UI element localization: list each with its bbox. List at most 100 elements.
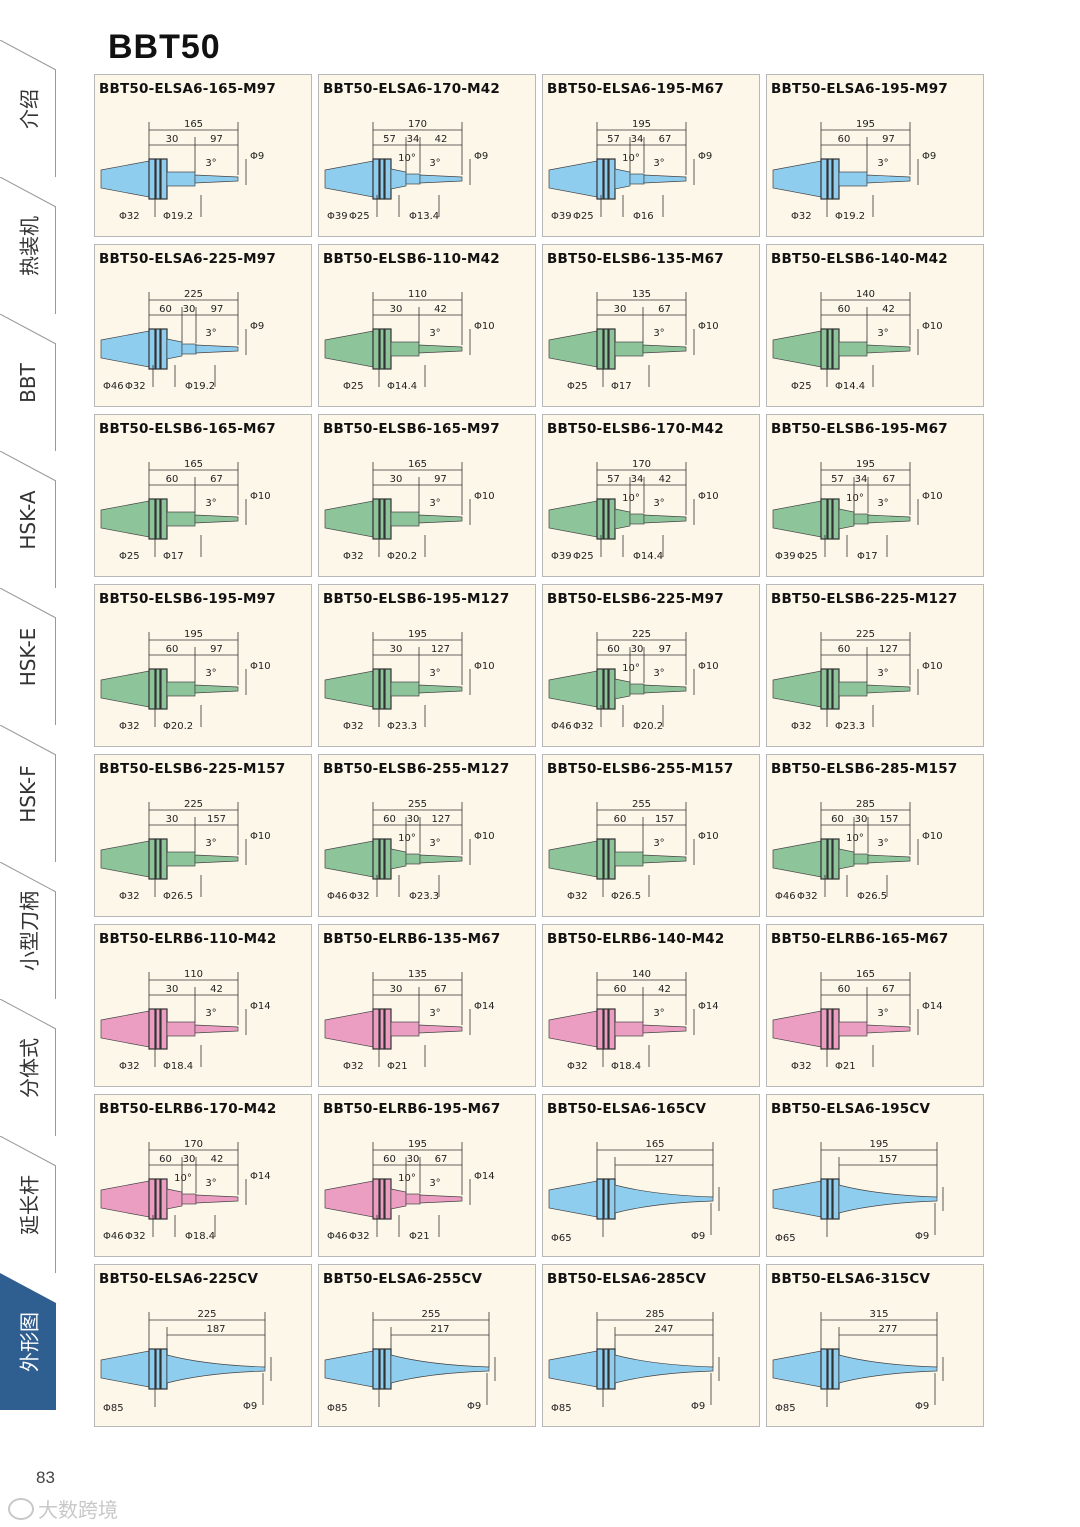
segment-length-label: 30 <box>166 134 179 145</box>
segment-length-label: 97 <box>210 134 223 145</box>
segment-length-label: 60 <box>383 1154 396 1165</box>
product-card[interactable]: 195 57 34 67 10° 3° Φ10 Φ39 Φ25 Φ17 BBT50-ELSB6-19… <box>766 414 984 577</box>
segment-length-label: 30 <box>407 814 420 825</box>
product-card[interactable]: 165 60 67 3° Φ14 Φ32 Φ21 BBT50-ELRB6-165-M67 <box>766 924 984 1087</box>
model-code: BBT50-ELSA6-195-M67 <box>547 81 724 97</box>
sidebar-tab-7[interactable]: 分体式 <box>0 999 56 1136</box>
extension-tip <box>643 684 687 694</box>
taper-angle-label: 3° <box>877 1008 888 1019</box>
segment-length-label: 60 <box>838 984 851 995</box>
product-card[interactable]: 135 30 67 3° Φ10 Φ25 Φ17 BBT50-ELSB6-135-M67 <box>542 244 760 407</box>
flange-ring <box>155 1008 161 1050</box>
product-card[interactable]: 195 60 97 3° Φ10 Φ32 Φ20.2 BBT50-ELSB6-195-M97 <box>94 584 312 747</box>
product-card[interactable]: 225 60 30 97 10° 3° Φ10 Φ46 Φ32 Φ20.2 BBT50-ELSB6-… <box>542 584 760 747</box>
flange-ring <box>596 1008 604 1050</box>
product-card[interactable]: 315 277 Φ9 Φ85 BBT50-ELSA6-315CV <box>766 1264 984 1427</box>
flange-ring <box>160 158 168 200</box>
segment-length-label: 42 <box>210 984 223 995</box>
model-code: BBT50-ELSA6-195-M97 <box>771 81 948 97</box>
product-card[interactable]: 110 30 42 3° Φ10 Φ25 Φ14.4 BBT50-ELSB6-110-M42 <box>318 244 536 407</box>
product-card[interactable]: 170 60 30 42 10° 3° Φ14 Φ46 Φ32 Φ18.4 BBT50-ELRB6-… <box>94 1094 312 1257</box>
neck-section <box>166 851 196 867</box>
total-length-label: 140 <box>632 969 651 980</box>
diameter-label: Φ46 <box>327 891 348 902</box>
product-card[interactable]: 255 60 157 3° Φ10 Φ32 Φ26.5 BBT50-ELSB6-255-M15… <box>542 754 760 917</box>
product-card[interactable]: 195 60 97 3° Φ9 Φ32 Φ19.2 BBT50-ELSA6-195-M97 <box>766 74 984 237</box>
neck-section <box>166 681 196 697</box>
sidebar-tab-0[interactable]: 介绍 <box>0 40 56 177</box>
product-card[interactable]: 165 127 Φ9 Φ65 BBT50-ELSA6-165CV <box>542 1094 760 1257</box>
step-section <box>629 173 645 185</box>
product-card[interactable]: 225 60 30 97 3° Φ9 Φ46 Φ32 Φ19.2 BBT50-ELSA6-225-… <box>94 244 312 407</box>
tip-diameter-label: Φ10 <box>698 321 719 332</box>
sidebar-tab-9[interactable]: 外形图 <box>0 1273 56 1410</box>
product-card[interactable]: 225 30 157 3° Φ10 Φ32 Φ26.5 BBT50-ELSB6-225-M15… <box>94 754 312 917</box>
sidebar-tab-label: HSK-E <box>16 627 40 686</box>
product-card[interactable]: 255 217 Φ9 Φ85 BBT50-ELSA6-255CV <box>318 1264 536 1427</box>
product-card[interactable]: 195 157 Φ9 Φ65 BBT50-ELSA6-195CV <box>766 1094 984 1257</box>
curved-extension <box>614 1354 714 1384</box>
taper-angle-label: 3° <box>653 668 664 679</box>
flange-ring <box>608 158 616 200</box>
sidebar-tab-1[interactable]: 热装机 <box>0 177 56 314</box>
product-card[interactable]: 170 57 34 42 10° 3° Φ9 Φ39 Φ25 Φ13.4 BBT50-ELSA6-1… <box>318 74 536 237</box>
product-card[interactable]: 285 247 Φ9 Φ85 BBT50-ELSA6-285CV <box>542 1264 760 1427</box>
segment-length-label: 60 <box>166 644 179 655</box>
diameter-label: Φ20.2 <box>163 721 193 732</box>
sidebar-tab-6[interactable]: 小型刀柄 <box>0 862 56 999</box>
product-card[interactable]: 165 30 97 3° Φ9 Φ32 Φ19.2 BBT50-ELSA6-165-M97 <box>94 74 312 237</box>
tip-diameter-label: Φ14 <box>922 1001 943 1012</box>
tab-divider <box>0 40 56 71</box>
tool-drawing: 315 277 Φ9 Φ85 <box>772 1309 944 1414</box>
step-section <box>629 683 645 695</box>
step-section <box>405 173 421 185</box>
neck-section <box>390 1188 407 1210</box>
segment-length-label: 67 <box>435 1154 448 1165</box>
taper-shank <box>548 1180 598 1218</box>
total-length-label: 195 <box>632 119 651 130</box>
product-card[interactable]: 255 60 30 127 10° 3° Φ10 Φ46 Φ32 Φ23.3 BBT50-ELSB6… <box>318 754 536 917</box>
taper-shank <box>100 840 150 878</box>
neck-section <box>390 1021 420 1037</box>
extension-tip <box>194 1024 239 1034</box>
product-card[interactable]: 140 60 42 3° Φ10 Φ25 Φ14.4 BBT50-ELSB6-140-M42 <box>766 244 984 407</box>
product-card[interactable]: 195 57 34 67 10° 3° Φ9 Φ39 Φ25 Φ16 BBT50-ELSA6-195… <box>542 74 760 237</box>
sidebar-tab-3[interactable]: HSK-A <box>0 451 56 588</box>
sidebar-tab-2[interactable]: BBT <box>0 314 56 451</box>
diameter-label: Φ21 <box>835 1061 856 1072</box>
flange-ring <box>832 158 840 200</box>
tip-diameter-label: Φ10 <box>922 491 943 502</box>
extension-tip <box>195 344 239 354</box>
product-card[interactable]: 285 60 30 157 10° 3° Φ10 Φ46 Φ32 Φ26.5 BBT50-ELSB6… <box>766 754 984 917</box>
diameter-label: Φ14.4 <box>835 381 865 392</box>
product-card[interactable]: 170 57 34 42 10° 3° Φ10 Φ39 Φ25 Φ14.4 BBT50-ELSB6-… <box>542 414 760 577</box>
diameter-label: Φ23.3 <box>835 721 865 732</box>
neck-section <box>838 1021 868 1037</box>
diameter-label: Φ17 <box>857 551 878 562</box>
flange-ring <box>820 1008 828 1050</box>
watermark-logo-icon <box>8 1497 34 1520</box>
sidebar-tab-5[interactable]: HSK-F <box>0 725 56 862</box>
product-card[interactable]: 135 30 67 3° Φ14 Φ32 Φ21 BBT50-ELRB6-135-M67 <box>318 924 536 1087</box>
segment-length-label: 57 <box>607 474 620 485</box>
product-card[interactable]: 140 60 42 3° Φ14 Φ32 Φ18.4 BBT50-ELRB6-140-M42 <box>542 924 760 1087</box>
step-section <box>405 853 421 865</box>
taper-angle-label: 3° <box>877 668 888 679</box>
flange-ring <box>384 1348 392 1390</box>
sidebar-tab-shape <box>0 177 56 314</box>
product-card[interactable]: 110 30 42 3° Φ14 Φ32 Φ18.4 BBT50-ELRB6-110-M42 <box>94 924 312 1087</box>
product-card[interactable]: 165 60 67 3° Φ10 Φ25 Φ17 BBT50-ELSB6-165-M67 <box>94 414 312 577</box>
sidebar-tab-4[interactable]: HSK-E <box>0 588 56 725</box>
segment-length-label: 30 <box>390 304 403 315</box>
product-card[interactable]: 225 187 Φ9 Φ85 BBT50-ELSA6-225CV <box>94 1264 312 1427</box>
product-card[interactable]: 225 60 127 3° Φ10 Φ32 Φ23.3 BBT50-ELSB6-225-M12… <box>766 584 984 747</box>
product-card[interactable]: 165 30 97 3° Φ10 Φ32 Φ20.2 BBT50-ELSB6-165-M97 <box>318 414 536 577</box>
taper-angle-label: 3° <box>653 328 664 339</box>
product-card[interactable]: 195 60 30 67 10° 3° Φ14 Φ46 Φ32 Φ21 BBT50-ELRB6-19… <box>318 1094 536 1257</box>
taper-angle-label: 3° <box>877 328 888 339</box>
diameter-label: Φ85 <box>103 1403 124 1414</box>
model-code: BBT50-ELSB6-195-M127 <box>323 591 510 607</box>
sidebar-tab-8[interactable]: 延长杆 <box>0 1136 56 1273</box>
sidebar-tab-label: HSK-A <box>16 489 40 550</box>
product-card[interactable]: 195 30 127 3° Φ10 Φ32 Φ23.3 BBT50-ELSB6-195-M12… <box>318 584 536 747</box>
